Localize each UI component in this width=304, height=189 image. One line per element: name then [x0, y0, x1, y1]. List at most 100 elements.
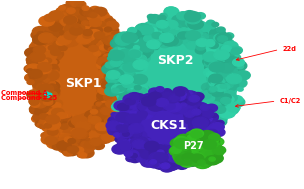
Circle shape	[225, 73, 233, 79]
Circle shape	[177, 139, 185, 144]
Circle shape	[178, 158, 188, 164]
Circle shape	[40, 35, 48, 40]
Circle shape	[120, 64, 136, 74]
Circle shape	[206, 151, 213, 156]
Circle shape	[198, 156, 206, 161]
Circle shape	[175, 158, 181, 162]
Circle shape	[198, 115, 207, 121]
Circle shape	[150, 143, 164, 152]
Circle shape	[165, 115, 171, 119]
Circle shape	[116, 68, 125, 73]
Circle shape	[99, 101, 112, 110]
Circle shape	[157, 150, 164, 154]
Circle shape	[33, 46, 46, 54]
Circle shape	[150, 105, 161, 112]
Circle shape	[192, 156, 199, 161]
Circle shape	[237, 87, 243, 91]
Circle shape	[83, 35, 98, 45]
Circle shape	[48, 49, 64, 59]
Circle shape	[182, 36, 196, 45]
Circle shape	[191, 137, 203, 145]
Circle shape	[124, 122, 132, 128]
Circle shape	[181, 136, 195, 146]
Circle shape	[105, 117, 116, 125]
Circle shape	[151, 102, 165, 111]
Circle shape	[168, 21, 182, 30]
Circle shape	[129, 50, 141, 58]
Circle shape	[80, 37, 89, 43]
Circle shape	[127, 98, 133, 102]
Circle shape	[104, 43, 117, 50]
Circle shape	[164, 32, 178, 41]
Circle shape	[85, 145, 91, 149]
Circle shape	[116, 46, 125, 52]
Circle shape	[33, 51, 40, 57]
Circle shape	[64, 35, 73, 41]
Circle shape	[157, 132, 172, 142]
Circle shape	[87, 114, 97, 121]
Circle shape	[194, 128, 202, 133]
Circle shape	[183, 91, 198, 100]
Circle shape	[188, 111, 205, 122]
Circle shape	[158, 145, 170, 152]
Circle shape	[194, 102, 207, 111]
Circle shape	[38, 56, 51, 64]
Circle shape	[121, 50, 132, 57]
Circle shape	[131, 80, 137, 84]
Circle shape	[129, 124, 143, 133]
Circle shape	[224, 94, 237, 102]
Circle shape	[97, 90, 107, 97]
Circle shape	[191, 42, 197, 45]
Circle shape	[139, 127, 148, 132]
Circle shape	[128, 86, 135, 91]
Circle shape	[85, 142, 95, 148]
Circle shape	[201, 149, 215, 158]
Circle shape	[156, 155, 168, 163]
Circle shape	[147, 40, 160, 49]
Circle shape	[85, 25, 95, 31]
Circle shape	[74, 19, 84, 25]
Circle shape	[60, 14, 72, 22]
Circle shape	[39, 114, 48, 119]
Circle shape	[60, 138, 68, 143]
Circle shape	[188, 138, 195, 143]
Circle shape	[73, 23, 79, 28]
Circle shape	[33, 34, 49, 45]
Circle shape	[194, 123, 209, 132]
Circle shape	[185, 19, 198, 27]
Circle shape	[140, 47, 146, 51]
Circle shape	[164, 101, 172, 106]
Circle shape	[204, 143, 218, 152]
Circle shape	[177, 111, 188, 118]
Circle shape	[212, 61, 225, 69]
Circle shape	[124, 145, 130, 149]
Circle shape	[172, 117, 185, 126]
Circle shape	[112, 50, 129, 60]
Circle shape	[26, 55, 42, 65]
Circle shape	[112, 144, 127, 154]
Circle shape	[123, 94, 139, 105]
Circle shape	[108, 129, 117, 135]
Circle shape	[221, 46, 231, 52]
Circle shape	[141, 44, 149, 49]
Circle shape	[112, 37, 129, 48]
Circle shape	[185, 112, 199, 121]
Circle shape	[44, 92, 49, 95]
Circle shape	[128, 123, 142, 132]
Circle shape	[172, 40, 181, 45]
Circle shape	[83, 39, 95, 47]
Circle shape	[167, 107, 177, 114]
Circle shape	[201, 133, 207, 137]
Circle shape	[184, 149, 191, 154]
Circle shape	[193, 107, 202, 112]
Circle shape	[122, 77, 130, 82]
Circle shape	[38, 84, 54, 94]
Circle shape	[127, 117, 139, 125]
Circle shape	[186, 139, 194, 143]
Circle shape	[181, 109, 197, 119]
Circle shape	[37, 32, 44, 36]
Circle shape	[203, 42, 209, 46]
Circle shape	[138, 157, 145, 161]
Circle shape	[158, 33, 165, 38]
Circle shape	[106, 21, 119, 29]
